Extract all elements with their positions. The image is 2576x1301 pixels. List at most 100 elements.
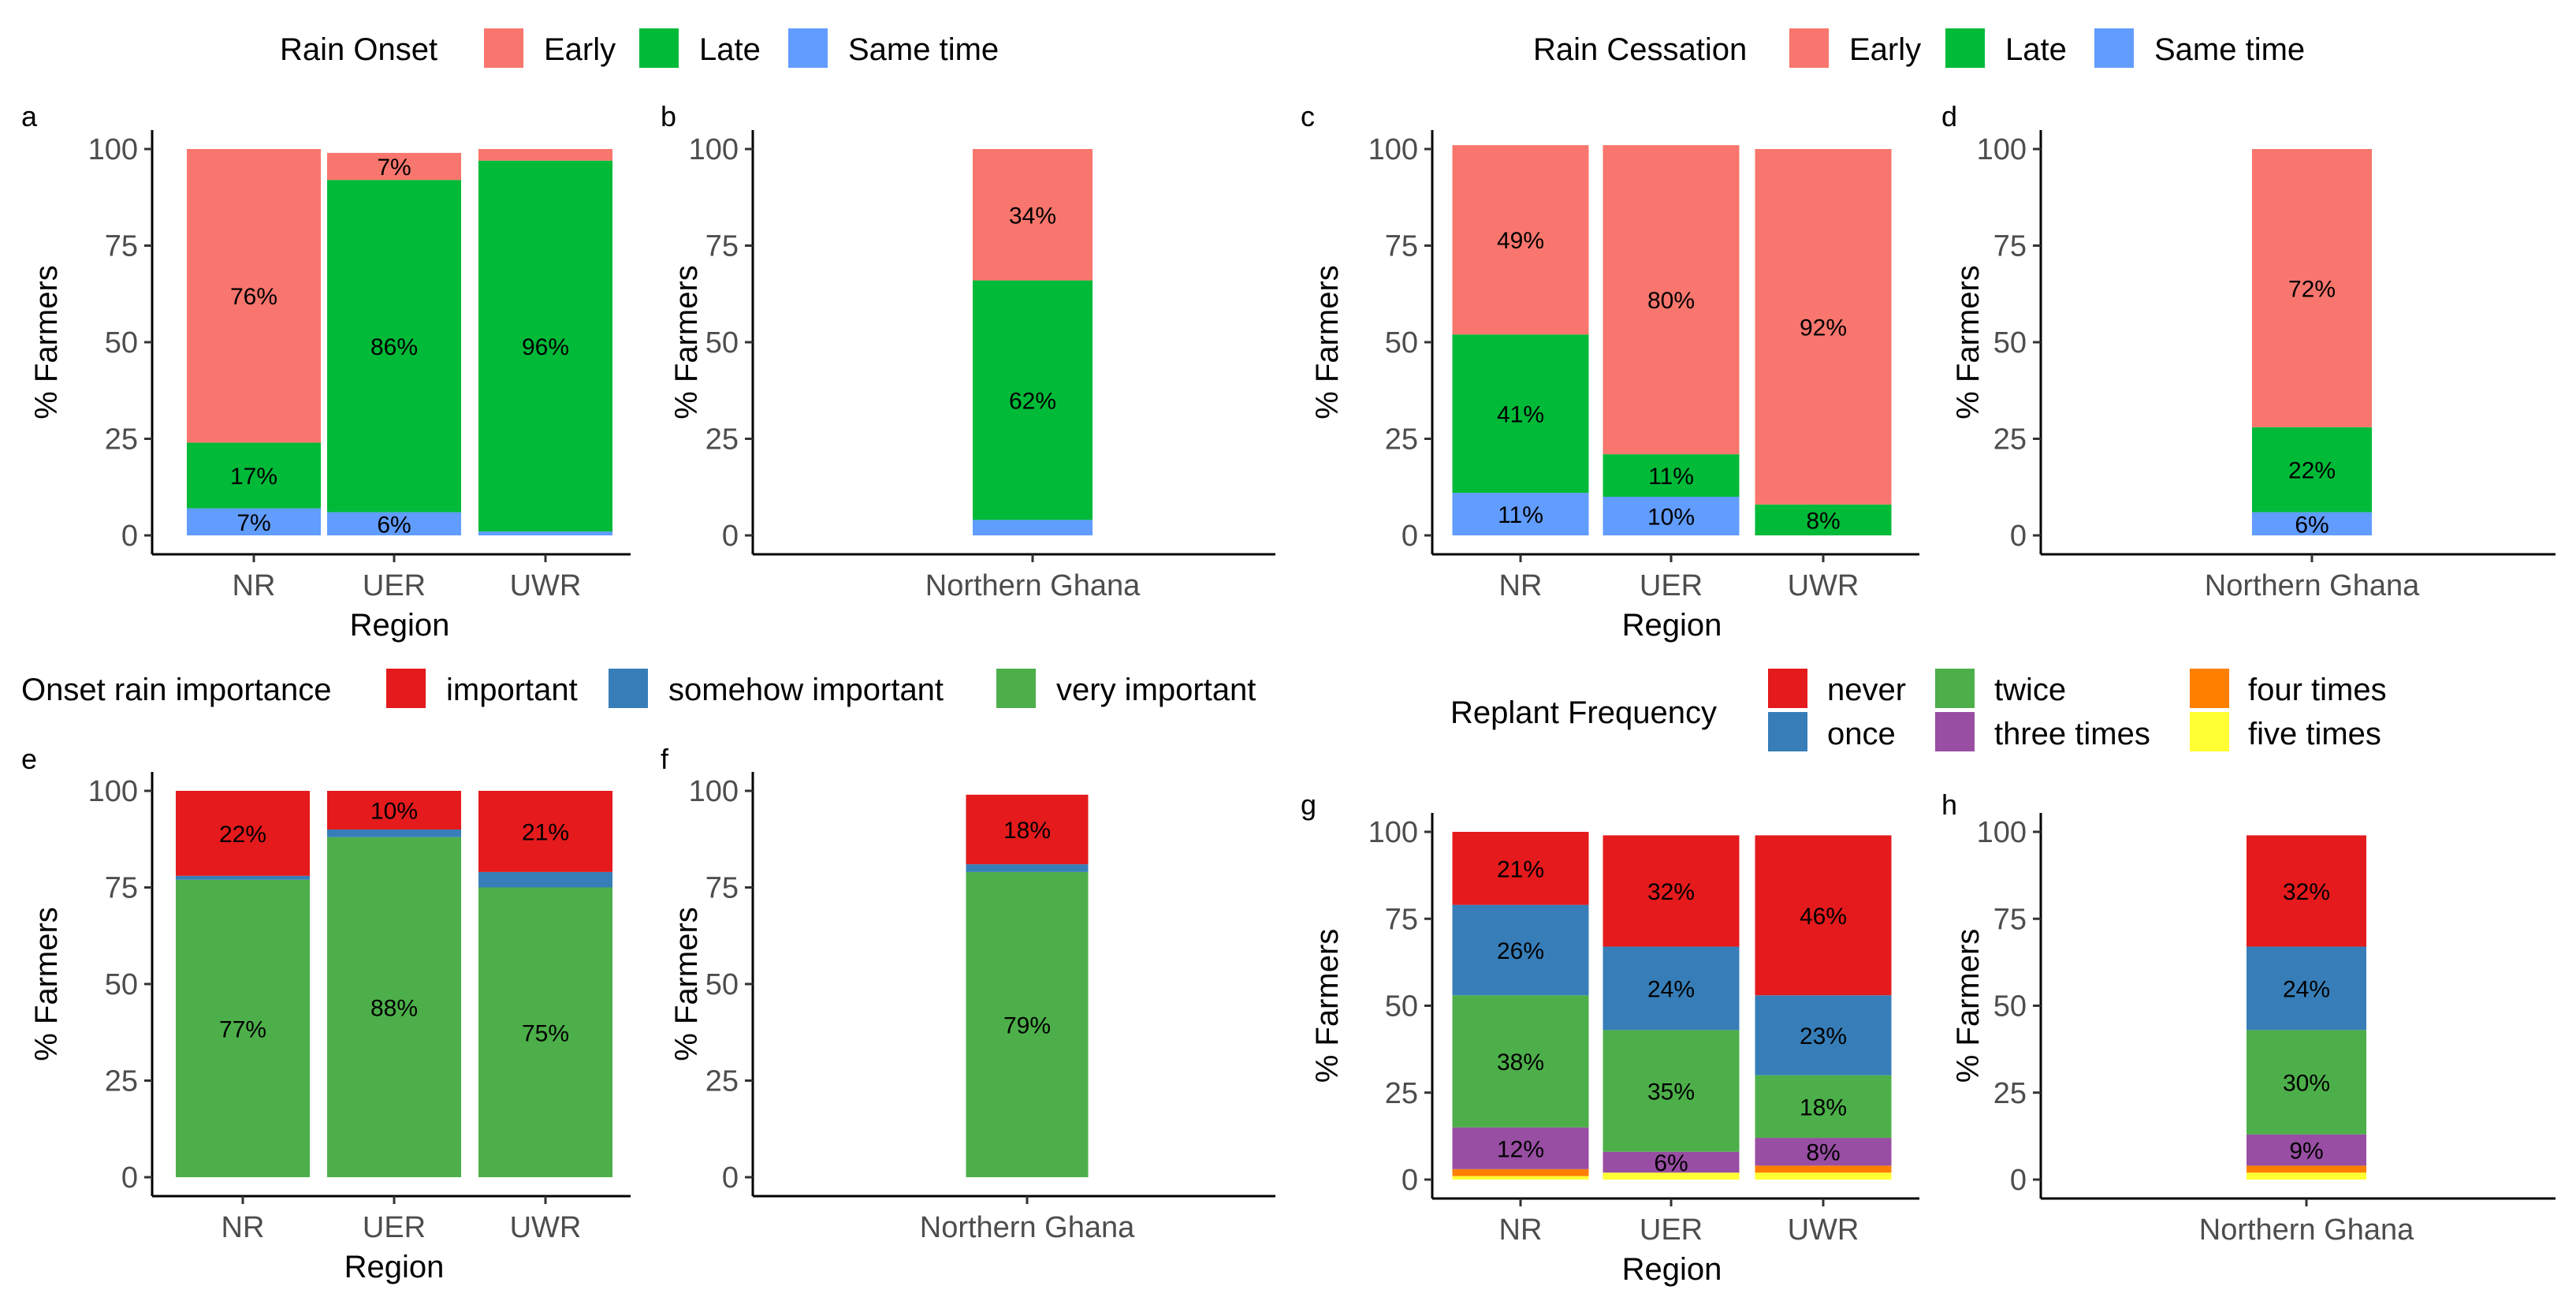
legend-label-important: important [446, 673, 578, 707]
y-axis-title: % Farmers [669, 265, 704, 419]
y-axis-title: % Farmers [29, 907, 64, 1061]
legend-key-three-times [1935, 712, 1975, 751]
bar-uwr-three-times [1755, 1138, 1892, 1166]
legend-label-same-time: Same time [2154, 32, 2305, 67]
data-label-uer-three-times: 6% [1654, 1150, 1688, 1176]
data-label-uwr-once: 23% [1800, 1023, 1847, 1049]
y-tick-label: 0 [121, 520, 138, 553]
bar-northern-ghana-three-times [2247, 1134, 2366, 1166]
panel-letter: f [661, 743, 669, 775]
bar-nr-early [1452, 145, 1589, 335]
data-label-uer-late: 11% [1648, 464, 1694, 490]
x-tick-label-nr: NR [1499, 1213, 1543, 1247]
bar-northern-ghana-never [2247, 835, 2366, 947]
legend-label-same-time: Same time [848, 32, 999, 67]
bar-uwr-once [1755, 995, 1892, 1075]
bar-northern-ghana-very-important [966, 871, 1089, 1177]
data-label-nr-same-time: 11% [1498, 502, 1543, 528]
bar-nr-same-time [1452, 493, 1589, 535]
bar-uer-same-time [327, 512, 461, 535]
data-label-northern-ghana-very-important: 79% [1003, 1012, 1051, 1038]
bar-nr-five-times [1452, 1176, 1589, 1180]
bar-uwr-four-times [1755, 1165, 1892, 1173]
x-tick-label-uer: UER [1640, 1213, 1703, 1247]
y-tick-label: 50 [1385, 326, 1418, 360]
data-label-uwr-three-times: 8% [1806, 1140, 1840, 1166]
y-tick-label: 25 [1993, 423, 2027, 457]
y-tick-label: 25 [105, 1065, 138, 1098]
bar-northern-ghana-important [966, 794, 1089, 865]
bar-nr-four-times [1452, 1169, 1589, 1176]
panel-letter: b [661, 100, 676, 132]
y-axis-title: % Farmers [1310, 929, 1345, 1083]
legend-rain-onset: Rain Onset Early Late Same time [280, 28, 999, 68]
y-tick-label: 0 [722, 520, 739, 553]
data-label-nr-twice: 38% [1497, 1049, 1544, 1075]
bar-northern-ghana-late [2252, 427, 2372, 513]
bar-northern-ghana-early [973, 149, 1093, 281]
legend-key-twice [1935, 669, 1975, 708]
legend-replant-frequency: Replant Frequency never once twice three… [1450, 669, 2387, 751]
data-label-uwr-twice: 18% [1800, 1094, 1847, 1120]
bar-uwr-late [1755, 504, 1892, 535]
bar-nr-three-times [1452, 1127, 1589, 1169]
y-tick-label: 100 [1368, 816, 1418, 849]
y-tick-label: 100 [88, 133, 138, 166]
y-tick-label: 75 [1993, 230, 2027, 263]
panel-a: a 7% 17% 76% 6% 86% 7% 96% 0 25 50 75 100 NR UER UWR % F… [21, 100, 631, 643]
data-label-uer-early: 7% [377, 155, 411, 181]
y-tick-label: 75 [705, 230, 739, 263]
legend-key-four-times [2190, 669, 2229, 708]
y-tick-label: 75 [1385, 903, 1418, 936]
data-label-uer-same-time: 6% [377, 512, 411, 538]
y-tick-label: 25 [1385, 423, 1418, 457]
bar-uer-early [1603, 145, 1740, 455]
bar-uwr-early [478, 149, 612, 161]
data-label-uwr-never: 46% [1800, 904, 1847, 930]
legend-label-four-times: four times [2248, 673, 2387, 707]
legend-key-early [1789, 28, 1829, 68]
x-tick-label-uwr: UWR [510, 1211, 582, 1244]
y-tick-label: 75 [105, 230, 138, 263]
bar-northern-ghana-five-times [2247, 1172, 2366, 1180]
bar-uer-very-important [327, 837, 461, 1177]
x-tick-label-northern-ghana: Northern Ghana [925, 569, 1141, 602]
panel-letter: g [1301, 788, 1316, 821]
x-axis-title: Region [350, 608, 450, 643]
y-tick-label: 100 [1368, 133, 1418, 166]
y-tick-label: 50 [705, 968, 739, 1001]
data-label-nr-never: 21% [1497, 856, 1544, 882]
legend-label-twice: twice [1994, 673, 2066, 707]
y-tick-label: 50 [705, 326, 739, 360]
legend-label-very-important: very important [1056, 673, 1256, 707]
legend-label-five-times: five times [2248, 717, 2381, 751]
legend-key-early [484, 28, 523, 68]
legend-label-early: Early [544, 32, 616, 67]
x-tick-label-nr: NR [1499, 569, 1543, 602]
legend-label-somehow-important: somehow important [668, 673, 944, 707]
bar-uwr-somehow-important [478, 871, 612, 888]
bar-northern-ghana-once [2247, 946, 2366, 1031]
panel-letter: e [21, 743, 37, 775]
legend-key-late [1945, 28, 1985, 68]
bar-uwr-late [478, 160, 612, 532]
data-label-nr-very-important: 77% [219, 1016, 266, 1042]
x-tick-label-northern-ghana: Northern Ghana [920, 1211, 1135, 1244]
y-tick-label: 25 [1385, 1077, 1418, 1110]
data-label-northern-ghana-early: 34% [1009, 203, 1056, 229]
data-label-northern-ghana-same-time: 6% [2295, 512, 2328, 538]
bar-nr-late [1452, 334, 1589, 494]
data-label-uer-twice: 35% [1647, 1079, 1695, 1105]
bar-uwr-never [1755, 835, 1892, 996]
data-label-uer-never: 32% [1647, 879, 1695, 905]
panel-b: b 62% 34% 0 25 50 75 100 Northern Ghana % Farmers [661, 100, 1275, 602]
x-tick-label-uwr: UWR [1788, 1213, 1859, 1247]
bar-uwr-very-important [478, 887, 612, 1177]
legend-key-five-times [2190, 712, 2229, 751]
legend-label-three-times: three times [1994, 717, 2150, 751]
y-tick-label: 50 [105, 968, 138, 1001]
y-axis-title: % Farmers [1951, 265, 1986, 419]
data-label-nr-late: 41% [1497, 402, 1544, 428]
legend-key-important [386, 669, 426, 708]
